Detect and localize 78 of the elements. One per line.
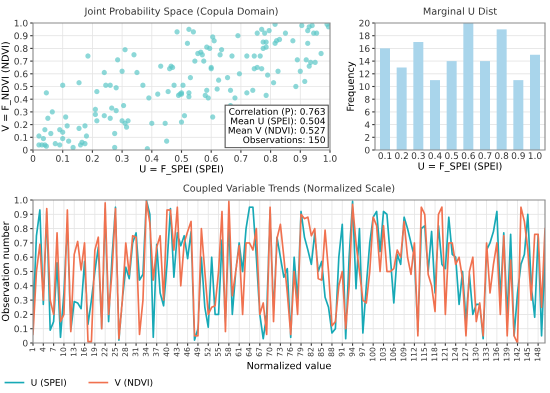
bar	[513, 80, 524, 150]
bar	[380, 48, 390, 150]
y-tick-label: 0.7	[14, 240, 28, 246]
annotation: Observations: 150	[243, 136, 325, 144]
y-tick-label: 0.7	[14, 58, 28, 65]
x-tick-label: 0	[30, 155, 36, 162]
x-tick-label: 0.5	[174, 155, 188, 162]
legend-label: U (SPEI)	[31, 378, 66, 387]
y-tick-label: 0.8	[14, 225, 28, 232]
y-tick-label: 0.9	[14, 32, 28, 40]
x-axis-title: Normalized value	[248, 362, 331, 370]
x-tick-label: 0.1	[56, 155, 70, 162]
y-axis-title: Observation number	[2, 221, 10, 322]
y-tick-label: 0.4	[14, 96, 28, 103]
y-tick-label: 0	[22, 146, 28, 154]
y-axis-title: V = F_NDVI (NDVI)	[1, 42, 12, 132]
y-tick-label: 16	[360, 45, 370, 52]
annotation: Mean V (NDVI): 0.527	[228, 126, 325, 135]
y-tick-label: 0.3	[14, 296, 28, 304]
x-axis-title: U = F_SPEI (SPEI)	[418, 162, 502, 172]
y-tick-label: 0.6	[14, 254, 28, 261]
x-tick-label: 0.3	[412, 152, 425, 160]
x-tick-label: 0.4	[145, 155, 158, 162]
x-tick-label: 0.8	[264, 155, 278, 162]
y-tick-label: 0.9	[14, 211, 28, 218]
y-tick-label: 12	[360, 70, 370, 78]
y-tick-label: 0.8	[14, 45, 28, 52]
bar	[413, 42, 424, 150]
legend-label: V (NDVI)	[114, 378, 152, 387]
y-tick-label: 18	[360, 32, 370, 40]
annotation: Mean U (SPEI): 0.504	[231, 117, 326, 126]
y-tick-label: 0	[364, 146, 370, 154]
bar	[430, 80, 440, 150]
x-tick-label: 0.7	[234, 155, 248, 162]
chart-title: Coupled Variable Trends (Normalized Scale)	[183, 184, 394, 194]
x-tick-label: 0.7	[478, 152, 492, 160]
y-tick-label: 8	[365, 96, 370, 103]
y-tick-label: 0.5	[14, 83, 28, 90]
chart-title: Joint Probability Space (Copula Domain)	[84, 7, 278, 17]
x-tick-label: 0.9	[294, 155, 307, 162]
y-tick-label: 10	[360, 83, 370, 90]
bar	[463, 23, 474, 150]
x-tick-label: 0.1	[378, 152, 392, 160]
y-tick-label: 20	[359, 20, 370, 27]
x-tick-label: 1.0	[324, 155, 337, 162]
bar	[480, 61, 490, 150]
bar	[530, 54, 540, 150]
y-tick-label: 0.4	[14, 282, 28, 290]
y-tick-label: 0.1	[14, 325, 28, 332]
x-tick-label: 0.2	[395, 152, 408, 160]
x-tick-label: 0.6	[462, 152, 475, 160]
x-tick-label: 0.9	[512, 152, 525, 160]
y-tick-label: 0.3	[14, 108, 28, 116]
x-axis-title: U = F_SPEI (SPEI)	[140, 164, 223, 175]
x-tick-label: 1.0	[528, 152, 542, 160]
x-tick-label: 0.6	[204, 155, 218, 162]
y-tick-label: 2	[365, 134, 370, 141]
y-tick-label: 0.5	[14, 268, 28, 276]
y-tick-label: 0.6	[14, 70, 28, 78]
x-tick-label: 0.8	[495, 152, 508, 160]
y-tick-label: 0.2	[14, 311, 28, 318]
y-tick-label: 4	[364, 121, 370, 128]
x-tick-label: 0.5	[445, 152, 458, 160]
annotation: Correlation (P): 0.763	[229, 108, 325, 116]
y-tick-label: 1.0	[14, 20, 28, 27]
bar	[396, 67, 407, 150]
y-tick-label: 6	[365, 108, 370, 116]
x-tick-label: 0.4	[428, 152, 442, 160]
y-tick-label: 0.1	[14, 134, 28, 141]
x-tick-label: 0.2	[86, 155, 99, 162]
bar	[496, 29, 507, 150]
y-tick-label: 1.0	[14, 196, 28, 204]
y-axis-title: Frequency	[346, 62, 356, 111]
y-tick-label: 0.2	[14, 121, 28, 128]
bar	[446, 61, 457, 150]
x-tick-label: 0.3	[116, 155, 129, 162]
y-tick-label: 14	[360, 58, 370, 65]
chart-title: Marginal U Dist	[424, 7, 497, 17]
